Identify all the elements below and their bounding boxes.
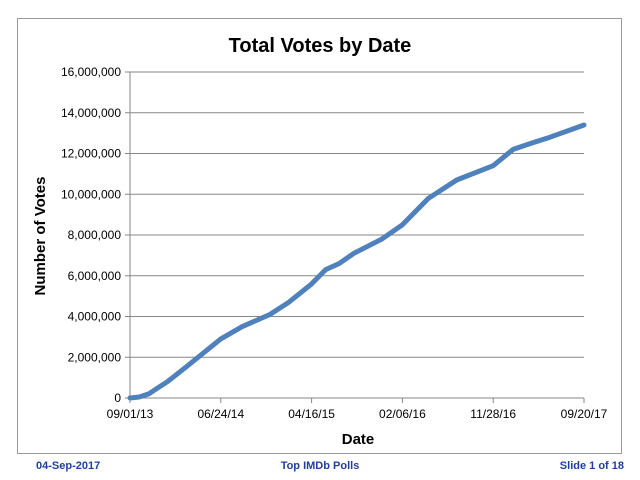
y-tick-label: 16,000,000 xyxy=(61,65,121,79)
y-tick-label: 14,000,000 xyxy=(61,106,121,120)
x-tick-label: 09/01/13 xyxy=(107,407,154,421)
y-tick-label: 12,000,000 xyxy=(61,147,121,161)
x-tick-label: 02/06/16 xyxy=(379,407,426,421)
x-tick-label: 11/28/16 xyxy=(470,407,516,421)
y-tick-label: 10,000,000 xyxy=(61,187,121,201)
y-tick-label: 4,000,000 xyxy=(68,310,122,324)
x-tick-labels: 09/01/13 06/24/14 04/16/15 02/06/16 11/28/16… xyxy=(107,407,608,421)
y-tick-label: 8,000,000 xyxy=(68,228,122,242)
y-tick-label: 2,000,000 xyxy=(68,350,122,364)
axes xyxy=(125,71,585,403)
x-tick-label: 04/16/15 xyxy=(288,407,335,421)
footer-slide-number: Slide 1 of 18 xyxy=(559,460,624,472)
x-axis-label: Date xyxy=(342,431,375,448)
y-tick-label: 0 xyxy=(114,391,121,405)
footer-title: Top IMDb Polls xyxy=(280,460,360,472)
footer-date: 04-Sep-2017 xyxy=(36,460,101,472)
gridlines xyxy=(130,71,584,358)
x-tick-label: 09/20/17 xyxy=(561,407,608,421)
series-lines xyxy=(127,122,587,401)
series-line-total-votes xyxy=(127,122,587,401)
y-tick-label: 6,000,000 xyxy=(68,269,122,283)
y-axis-label: Number of Votes xyxy=(32,177,49,296)
y-tick-labels: 0 2,000,000 4,000,000 6,000,000 8,000,000 10,… xyxy=(61,65,121,405)
chart-frame xyxy=(17,18,622,454)
chart-title: Total Votes by Date xyxy=(229,35,412,57)
x-tick-label: 06/24/14 xyxy=(197,407,244,421)
